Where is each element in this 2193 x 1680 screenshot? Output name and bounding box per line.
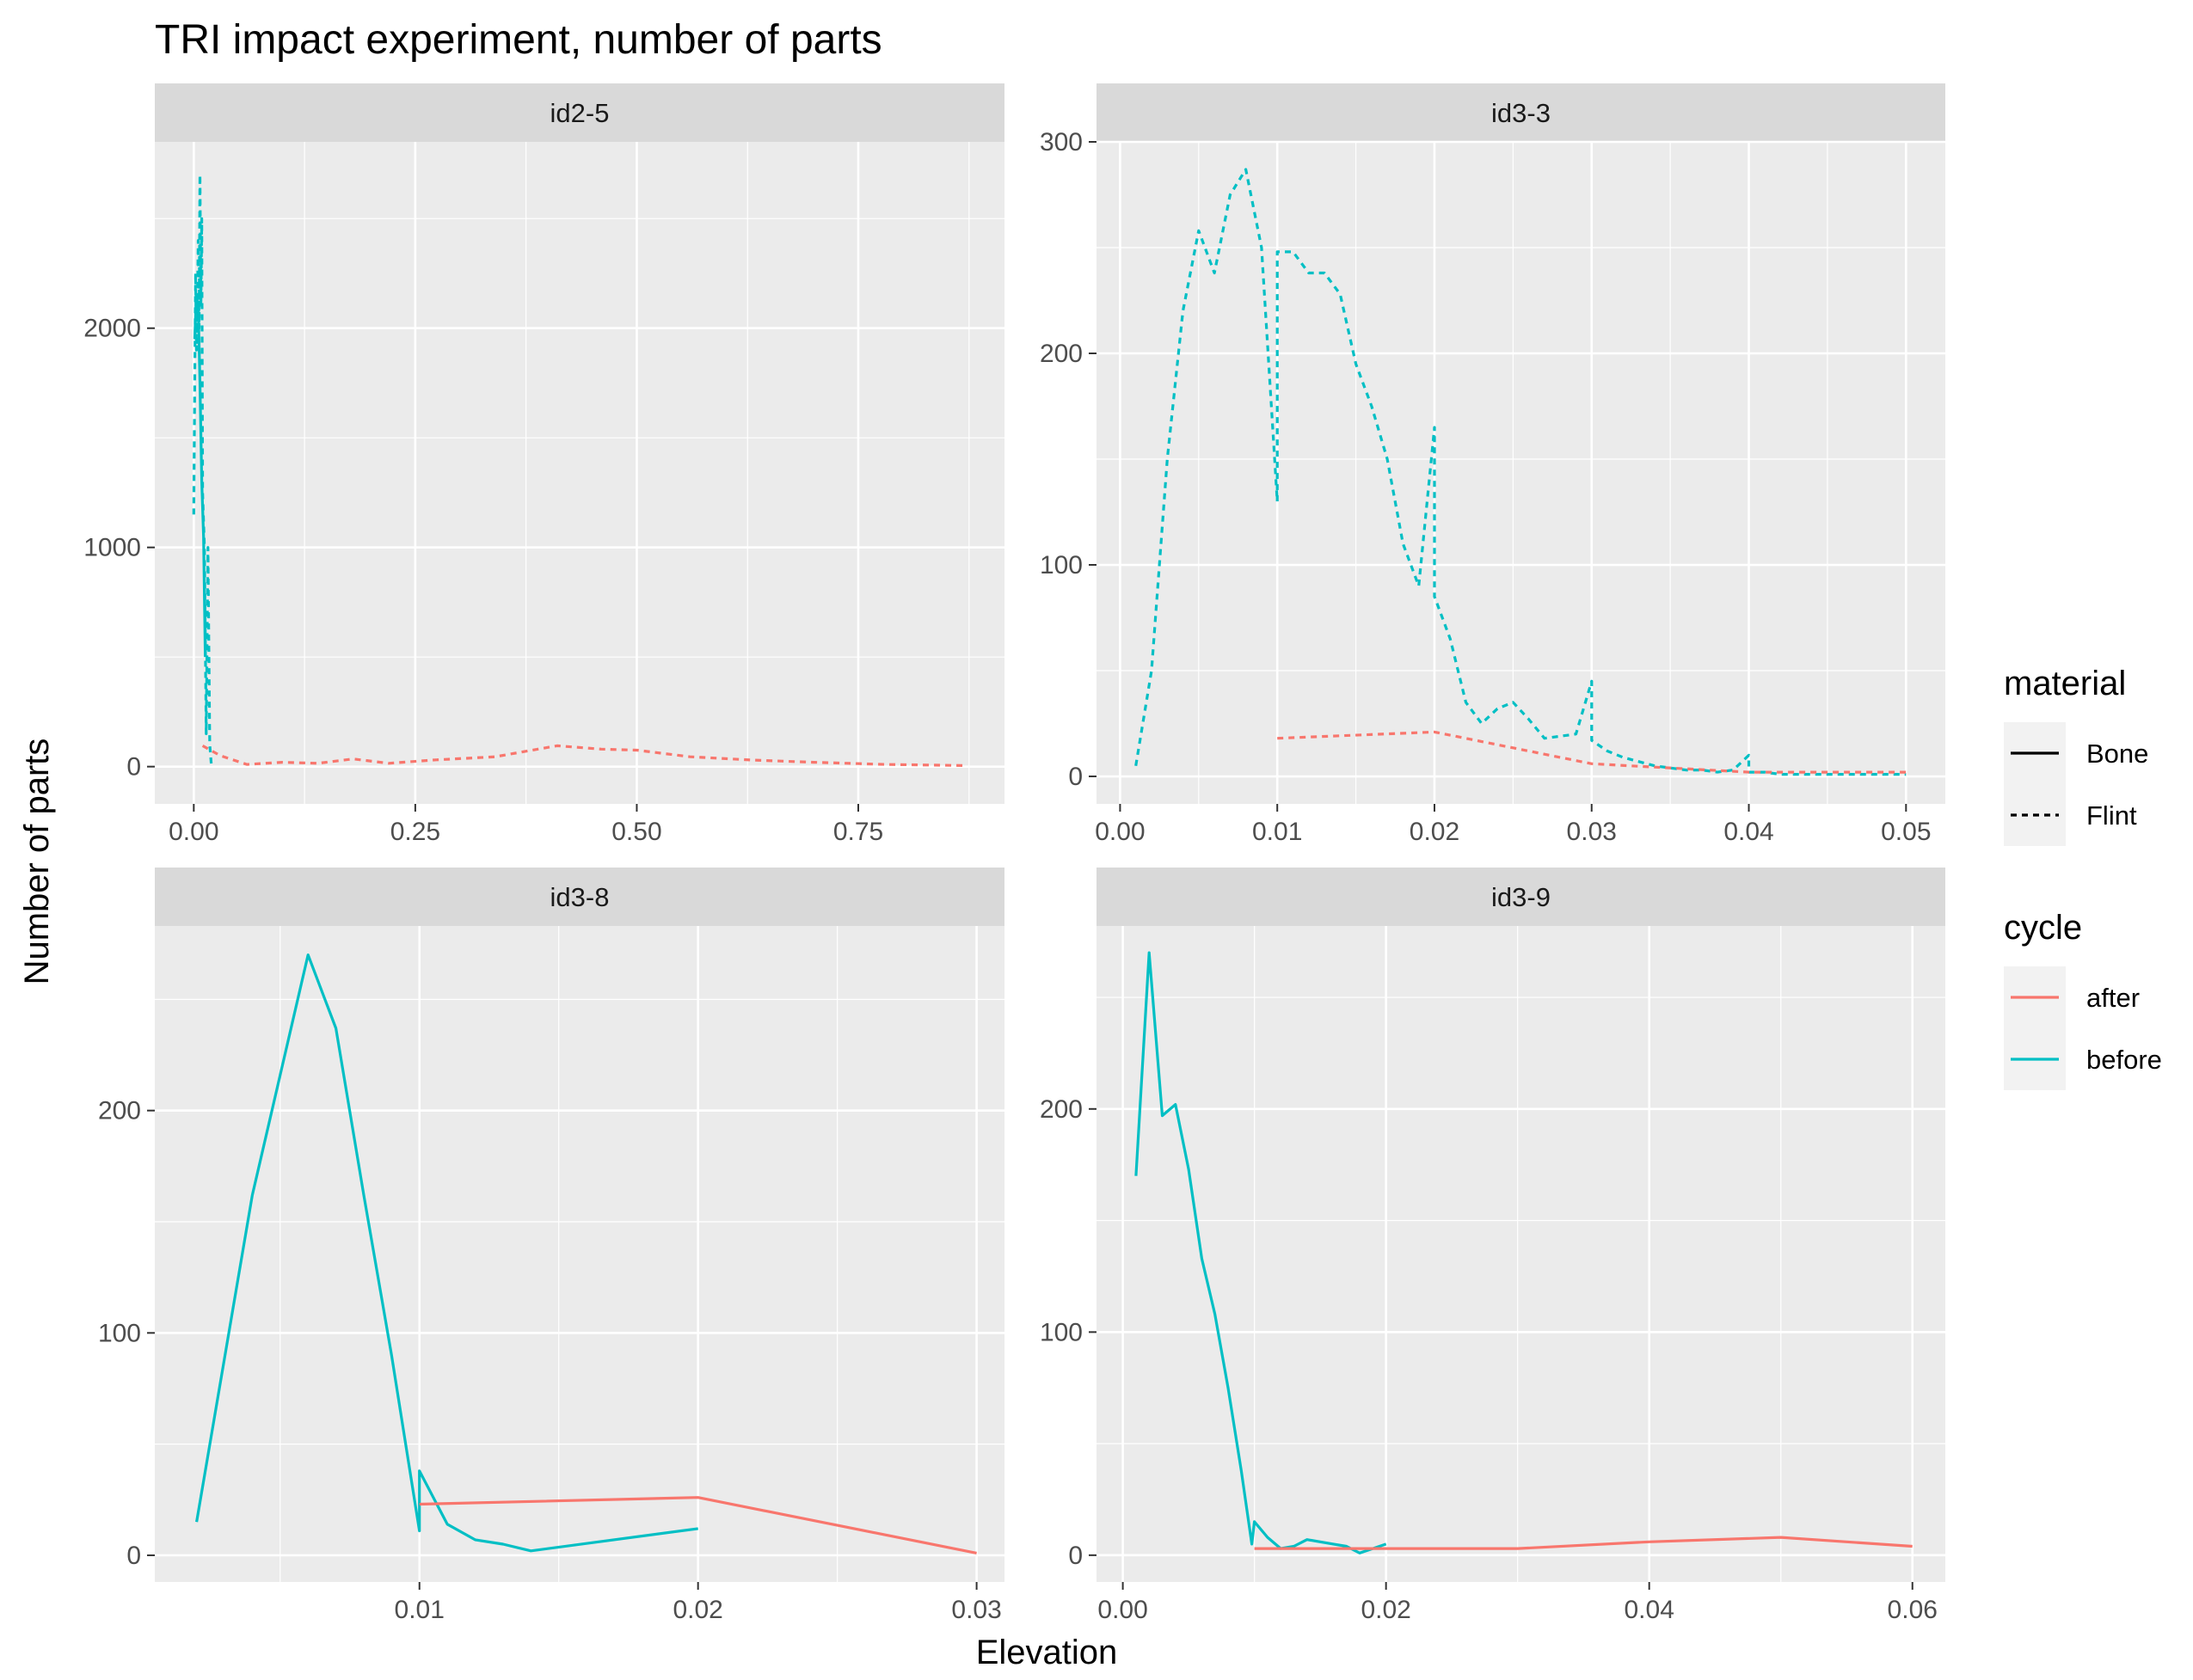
series-line-before-bone [1134,951,1387,1554]
legend-cycle: cycle after before [2004,909,2162,1090]
panel-background [1096,142,1945,804]
series-line-after-bone [419,1496,977,1554]
panel-id3-3: id3-3 0.00 0.01 0.02 0.03 0.04 0.05 0 100 200 300 [1040,83,1945,846]
chart-title: TRI impact experiment, number of parts [155,17,882,63]
panel-id2-5: id2-5 0.00 0.25 0.50 0.75 0 1000 2000 [83,83,1004,846]
y-tick-label: 100 [1040,551,1083,579]
panel-id3-8: id3-8 0.01 0.02 0.03 0 100 200 [98,868,1004,1624]
strip-background [1096,83,1945,142]
x-tick-label: 0.05 [1881,818,1931,846]
y-tick-label: 0 [126,1542,141,1570]
strip-label: id3-3 [1491,98,1551,128]
chart-legends: material Bone Flint cycle after before [2004,665,2162,1090]
x-tick-label: 0.03 [1567,818,1617,846]
legend-label: after [2086,983,2140,1013]
panel-series-group [1134,168,1907,776]
x-tick-label: 0.02 [673,1596,722,1624]
strip-background [1096,868,1945,926]
y-tick-label: 0 [1068,1542,1083,1570]
legend-title: cycle [2004,909,2082,947]
y-axis-title: Number of parts [18,739,56,985]
x-tick-label: 0.06 [1888,1596,1938,1624]
x-tick-label: 0.00 [169,818,218,846]
series-line-before-flint [192,173,213,767]
series-line-after-bone [1254,1536,1913,1550]
legend-label: Flint [2086,800,2137,831]
y-tick-label: 2000 [83,315,141,343]
series-line-before-bone [193,293,207,658]
x-tick-label: 0.25 [390,818,440,846]
y-tick-label: 1000 [83,534,141,562]
panel-background [155,142,1004,804]
legend-label: Bone [2086,739,2148,769]
x-axis-title: Elevation [976,1634,1118,1671]
panel-background [155,926,1004,1582]
panel-series-group [1134,951,1913,1554]
x-tick-label: 0.01 [1252,818,1302,846]
legend-material: material Bone Flint [2004,665,2148,846]
x-tick-label: 0.04 [1625,1596,1674,1624]
strip-label: id3-9 [1491,882,1551,912]
panel-background [1096,926,1945,1582]
series-line-before-bone [195,953,698,1553]
x-tick-label: 0.04 [1723,818,1773,846]
y-tick-label: 300 [1040,128,1083,156]
series-line-after-flint [201,744,965,767]
panel-series-group [195,953,977,1554]
y-tick-label: 200 [1040,340,1083,368]
y-tick-label: 200 [98,1097,141,1125]
y-tick-label: 200 [1040,1095,1083,1124]
legend-title: material [2004,665,2126,702]
x-tick-label: 0.75 [833,818,883,846]
y-tick-label: 0 [126,753,141,782]
series-line-before-flint [1134,168,1907,776]
panel-id3-9: id3-9 0.00 0.02 0.04 0.06 0 100 200 [1040,868,1945,1624]
y-tick-label: 0 [1068,763,1083,791]
strip-background [155,868,1004,926]
strip-background [155,83,1004,142]
strip-label: id3-8 [550,882,610,912]
x-tick-label: 0.02 [1361,1596,1410,1624]
y-tick-label: 100 [1040,1318,1083,1346]
legend-label: before [2086,1045,2162,1075]
panel-series-group [192,173,965,767]
series-line-after-flint [1277,730,1907,774]
x-tick-label: 0.01 [395,1596,445,1624]
x-tick-label: 0.03 [951,1596,1001,1624]
y-tick-label: 100 [98,1319,141,1347]
strip-label: id2-5 [550,98,610,128]
x-tick-label: 0.00 [1097,1596,1147,1624]
x-tick-label: 0.50 [611,818,661,846]
x-tick-label: 0.02 [1410,818,1459,846]
x-tick-label: 0.00 [1095,818,1145,846]
